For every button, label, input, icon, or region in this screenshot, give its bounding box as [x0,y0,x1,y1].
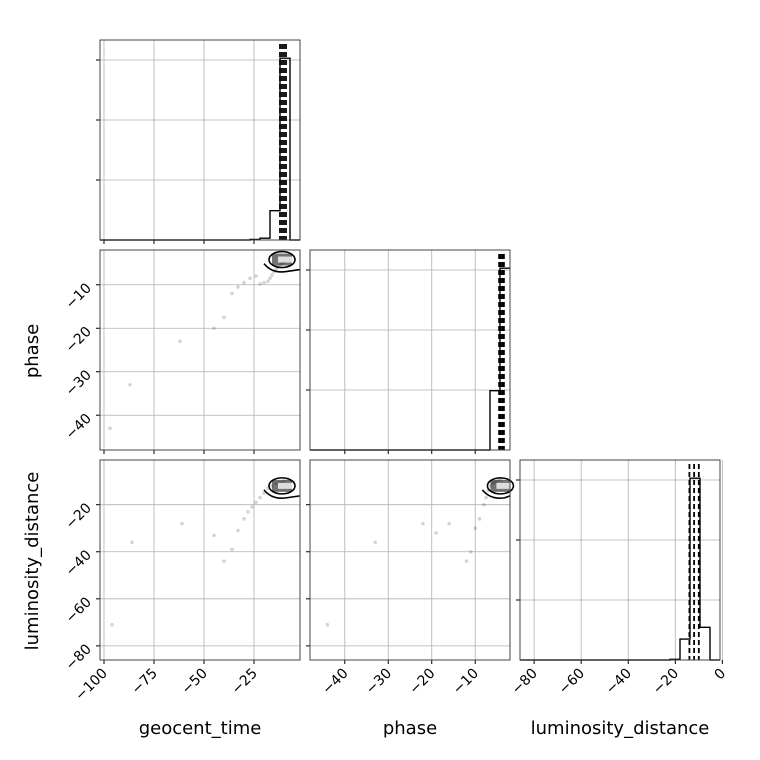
tick-label-y: −60 [63,594,95,626]
hist-panel-geocent-time [96,40,300,244]
sample-point [212,533,216,538]
scatter-panel-geocent-time-luminosity-distance: −100 −75 −50 −25 −80 −60 −40 −20 [63,460,301,705]
tick-label-x: −10 [450,666,482,698]
sample-point [258,495,262,500]
sample-point [178,339,182,344]
sample-point [266,279,270,284]
scatter-panel-phase-luminosity-distance: −40 −30 −20 −10 [306,460,515,698]
sample-point [222,315,226,320]
sample-point [464,559,469,563]
frame-scatter-phase-luminosity-distance [309,459,511,661]
frame-scatter-geocent-time-luminosity-distance [99,459,301,661]
corner-panels: −40−30−20−10−100 −75 −50 −25−80−60−40−20−40… [63,39,729,705]
tick-label-x: 0 [712,666,730,684]
density-peak [278,482,292,489]
xlabel-luminosity-distance: luminosity_distance [531,718,710,739]
sample-point [242,517,246,521]
sample-point [258,282,262,286]
tick-label-x: −40 [603,666,635,698]
tick-label-x: −30 [363,666,395,698]
contour-outer [481,489,511,499]
contour-inner [486,477,515,495]
sample-point [262,280,266,285]
contour-inner [268,477,296,495]
scatter-panel-geocent-time-phase: −40 −30 −20 −10 [63,250,301,454]
sample-point [230,291,234,296]
contour-inner [268,250,296,269]
sample-point [325,622,330,627]
tick-label-x: −20 [650,666,682,698]
frame-scatter-geocent-time-phase [99,249,301,451]
sample-point [130,540,134,545]
sample-point [230,547,234,552]
hist-panel-luminosity-distance: −80 −60 −40 −20 0 [509,460,729,698]
sample-point [236,285,240,289]
sample-point [128,382,132,387]
sample-point [236,528,240,533]
tick-label-y: −40 [63,411,95,443]
frame-hist-phase [309,249,511,451]
sample-point [242,280,246,285]
sample-point [469,549,473,554]
xlabel-phase: phase [383,718,437,739]
tick-label-x: −100 [72,666,111,705]
sample-point [473,526,478,531]
sample-point [268,276,272,281]
xlabel-geocent-time: geocent_time [139,718,262,739]
sample-point [180,521,184,526]
sample-point [482,502,486,507]
sample-point [484,495,488,500]
contour-outer [263,263,301,273]
histogram-step [100,57,300,241]
sample-point [246,509,250,514]
contour-outer [263,489,301,499]
tick-label-x: −60 [556,666,588,698]
tick-label-y: −20 [63,324,95,356]
tick-label-y: −30 [63,367,95,399]
tick-label-x: −25 [229,666,261,698]
tick-label-x: −20 [406,666,438,698]
sample-point [248,276,252,281]
sample-point [477,517,482,521]
sample-point [270,273,274,278]
sample-point [434,531,438,535]
tick-label-x: −40 [319,666,351,698]
ylabel-luminosity-distance: luminosity_distance [22,472,43,651]
hist-panel-phase [306,250,510,454]
tick-label-y: −20 [63,500,95,532]
frame-hist-luminosity-distance [519,459,721,661]
tick-label-x: −75 [129,666,161,698]
histogram-step [310,267,510,451]
sample-point [250,505,254,509]
sample-point [212,326,216,331]
tick-label-y: −40 [63,547,95,579]
sample-point [108,426,112,431]
tick-label-x: −50 [179,666,211,698]
ylabel-phase: phase [22,324,43,378]
tick-label-y: −80 [63,641,95,673]
sample-point [254,274,258,278]
sample-point [421,521,425,526]
tick-label-x: −80 [509,666,541,698]
sample-point [447,521,451,526]
density-peak [496,482,511,489]
sample-point [254,500,258,505]
density-peak [278,256,292,263]
sample-point [373,540,378,545]
tick-label-y: −10 [63,280,95,312]
sample-point [110,622,114,627]
sample-point [222,559,226,563]
frame-hist-geocent-time [99,39,301,241]
